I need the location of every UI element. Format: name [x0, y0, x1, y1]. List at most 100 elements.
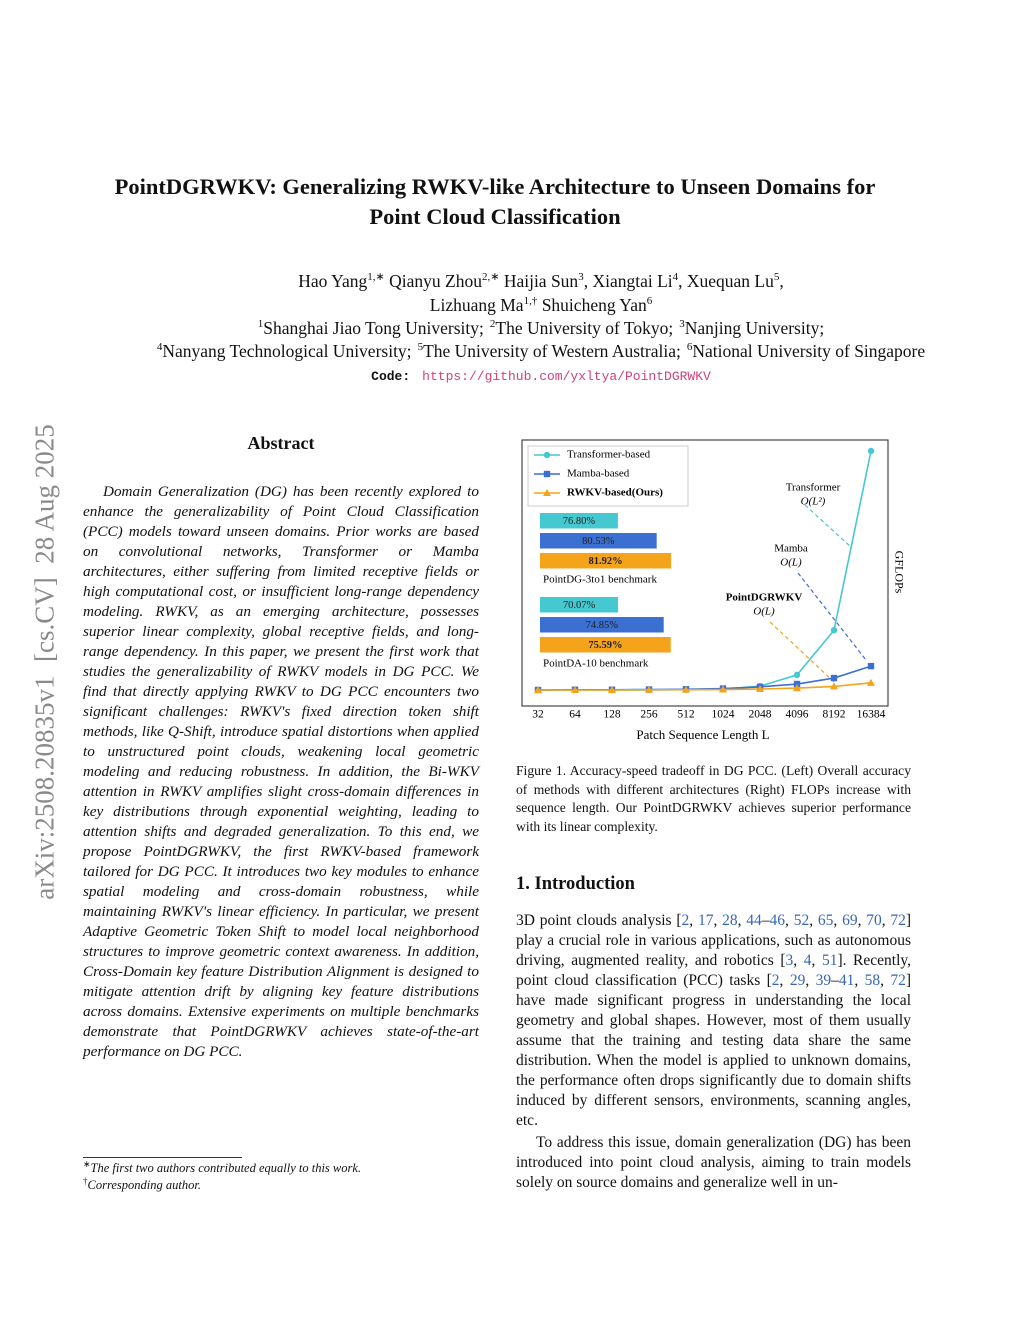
affiliation-sup: 2 [489, 318, 496, 331]
author-sep: , [583, 271, 589, 291]
author-sup: 1,† [523, 295, 538, 308]
author-line: Lizhuang Ma1,† Shuicheng Yan6 [95, 293, 987, 317]
affiliation-sup: 5 [417, 341, 424, 354]
legend-label: Transformer-based [567, 449, 651, 461]
affiliation-name: Shanghai Jiao Tong University; [263, 318, 484, 338]
paragraph: 3D point clouds analysis [2, 17, 28, 44–… [516, 911, 911, 1131]
annotation-arrow [769, 621, 835, 683]
marker [830, 682, 838, 690]
text-run: ]. Recently, point cloud classification … [516, 952, 912, 989]
x-tick-label: 1024 [712, 709, 735, 721]
text-run: , [854, 972, 865, 989]
affiliation-sup: 1 [257, 318, 264, 331]
marker [608, 686, 616, 693]
footnote: ∗The first two authors contributed equal… [83, 1158, 483, 1177]
accuracy-bar [540, 637, 671, 653]
text-run: , [805, 972, 816, 989]
x-axis-label: Patch Sequence Length L [636, 727, 769, 742]
footnote: †Corresponding author. [83, 1175, 483, 1194]
author-name: Xuequan Lu [686, 271, 774, 291]
footnote-mark: † [83, 1175, 88, 1186]
citation[interactable]: 72 [890, 912, 906, 929]
citation[interactable]: 70 [866, 912, 882, 929]
text-run: To address this issue, domain generaliza… [516, 1134, 911, 1191]
text-run: , [880, 972, 891, 989]
affiliation-sup: 4 [156, 341, 163, 354]
bar-value-label: 81.92% [588, 556, 622, 567]
bar-value-label: 76.80% [563, 516, 596, 527]
marker [867, 678, 875, 686]
bar-value-label: 75.59% [588, 640, 622, 651]
x-tick-label: 256 [640, 709, 658, 721]
citation[interactable]: 44 [746, 912, 762, 929]
author-name: Haijia Sun [503, 271, 579, 291]
authors: Hao Yang1,∗ Qianyu Zhou2,∗ Haijia Sun3, … [95, 269, 987, 317]
citation[interactable]: 46 [769, 912, 786, 929]
text-run: , [811, 952, 822, 969]
x-tick-label: 64 [569, 709, 581, 721]
text-run: , [809, 912, 818, 929]
citation[interactable]: 65 [817, 912, 834, 929]
code-label: Code: [371, 369, 411, 384]
citation[interactable]: 29 [789, 972, 806, 989]
footnote-text: The first two authors contributed equall… [90, 1161, 362, 1175]
marker [543, 451, 551, 459]
footnote-rule [83, 1157, 242, 1158]
affiliation-sup: 3 [679, 318, 685, 331]
citation[interactable]: 51 [821, 952, 838, 969]
marker [793, 684, 801, 692]
text-run: , [785, 912, 794, 929]
abstract-heading: Abstract [247, 433, 315, 453]
citation[interactable]: 2 [771, 972, 780, 989]
citation[interactable]: 72 [890, 972, 906, 989]
affiliation-name: The University of Western Australia; [423, 341, 681, 361]
affiliations: 1Shanghai Jiao Tong University; 2The Univ… [80, 317, 1002, 363]
citation[interactable]: 3 [785, 952, 794, 969]
marker [543, 470, 551, 478]
affiliation: 4Nanyang Technological University; [157, 341, 412, 361]
bar-value-label: 74.85% [586, 620, 619, 631]
citation[interactable]: 41 [838, 972, 855, 989]
text-run: , [779, 972, 790, 989]
marker [793, 680, 801, 688]
citation[interactable]: 2 [681, 912, 690, 929]
text-run: , [833, 912, 843, 929]
author-name: Hao Yang [298, 271, 368, 291]
text-run: – [761, 912, 770, 929]
author-sep: , [779, 271, 784, 291]
annotation-complexity: O(L) [753, 606, 775, 618]
footnote-mark: ∗ [83, 1158, 91, 1169]
citation[interactable]: 4 [803, 952, 812, 969]
author-name: Shuicheng Yan [541, 295, 647, 315]
citation[interactable]: 17 [697, 912, 714, 929]
affiliation-name: The University of Tokyo; [495, 318, 674, 338]
marker [543, 489, 551, 496]
series-line [538, 682, 872, 691]
citation[interactable]: 58 [864, 972, 881, 989]
code-line: Code: https://github.com/yxltya/PointDGRW… [95, 369, 987, 384]
legend-label: Mamba-based [567, 468, 630, 480]
legend-label: RWKV-based(Ours) [567, 487, 663, 499]
citation[interactable]: 69 [842, 912, 858, 929]
accuracy-bar [540, 597, 619, 613]
marker [793, 671, 801, 679]
affiliation-line: 4Nanyang Technological University; 5The U… [80, 340, 1002, 363]
footnote-text: Corresponding author. [87, 1178, 201, 1192]
marker [830, 627, 838, 634]
citation[interactable]: 39 [815, 972, 832, 989]
marker [867, 447, 875, 455]
author-sup: 1,∗ [367, 271, 385, 284]
marker [756, 685, 764, 693]
accuracy-bar [540, 617, 664, 633]
marker [534, 686, 542, 693]
code-url[interactable]: https://github.com/yxltya/PointDGRWKV [422, 369, 711, 384]
author-sup: 4 [672, 271, 679, 284]
citation[interactable]: 52 [793, 912, 810, 929]
abstract-text: Domain Generalization (DG) has been rece… [83, 483, 479, 1060]
citation[interactable]: 28 [722, 912, 738, 929]
figure-chart: 32 64 128 256 512 1024 2048 4096 8192 16384 Patch … [521, 439, 906, 742]
arxiv-stamp: arXiv:2508.20835v1 [cs.CV] 28 Aug 2025 [29, 424, 60, 900]
annotation-complexity: O(L) [780, 557, 802, 569]
accuracy-bar [540, 533, 657, 549]
